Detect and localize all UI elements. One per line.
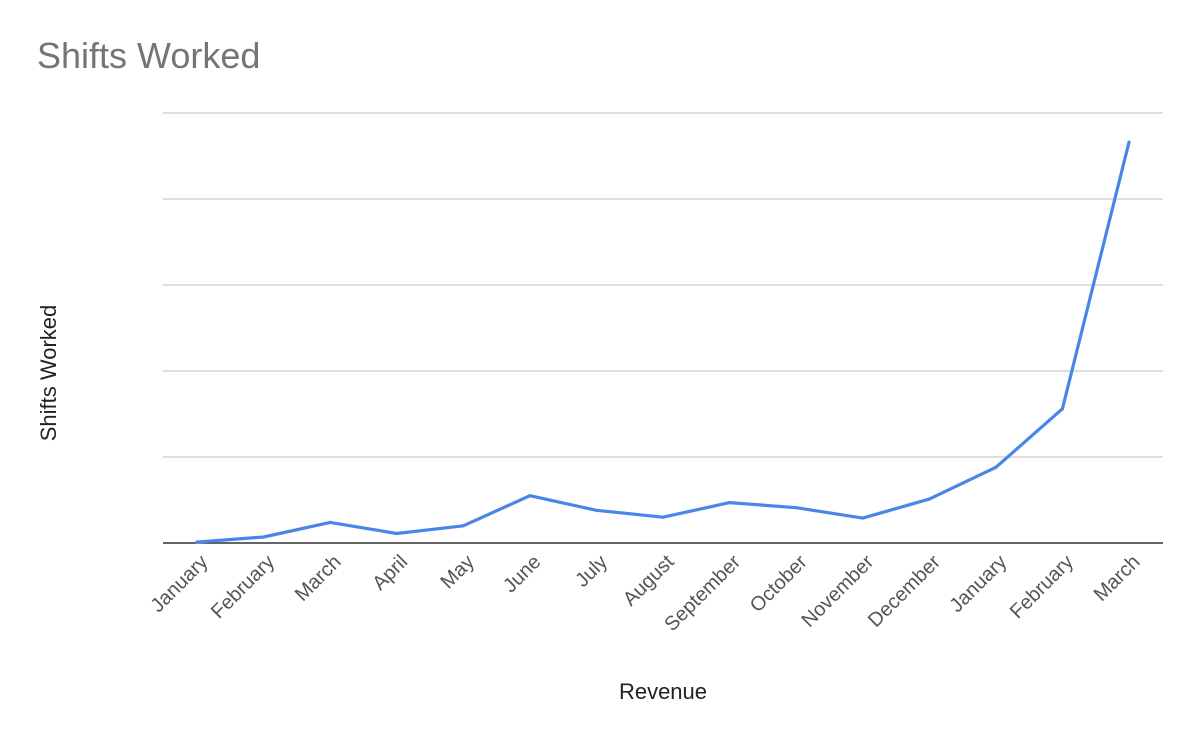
data-point [328, 520, 332, 524]
data-point [195, 540, 199, 544]
data-point [461, 524, 465, 528]
data-point [594, 508, 599, 512]
x-tick-label: January [147, 551, 213, 617]
data-point [727, 500, 732, 505]
chart-title: Shifts Worked [37, 35, 260, 76]
x-tick-label: June [499, 551, 545, 597]
data-point [861, 516, 865, 520]
x-tick-label: October [746, 551, 812, 617]
data-point [528, 494, 532, 498]
data-point [1060, 407, 1065, 411]
x-tick-label: January [946, 551, 1012, 617]
x-axis-title: Revenue [619, 679, 707, 704]
x-tick-label: February [207, 551, 279, 623]
gridlines [163, 112, 1163, 544]
x-tick-label: March [291, 551, 346, 606]
x-tick-label: March [1090, 551, 1145, 606]
x-tick-label: May [437, 551, 479, 593]
x-tick-label: August [619, 551, 679, 611]
data-point [1127, 140, 1131, 144]
data-point [395, 531, 399, 536]
series-line-1 [195, 140, 1131, 544]
series-layer [195, 140, 1131, 544]
data-point [661, 515, 665, 519]
x-tick-label: July [571, 551, 612, 592]
data-point [927, 497, 931, 501]
data-point [261, 535, 266, 539]
data-point [994, 465, 998, 469]
y-axis-title: Shifts Worked [36, 305, 61, 442]
data-point [794, 506, 798, 510]
x-tick-label: February [1006, 551, 1078, 623]
x-tick-label: December [864, 551, 945, 632]
x-tick-label: April [368, 551, 412, 595]
